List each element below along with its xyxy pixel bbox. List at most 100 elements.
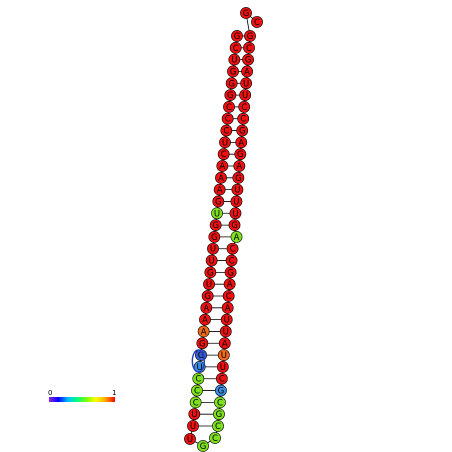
nucleotide-circle (244, 30, 256, 42)
scale-min-label: 0 (48, 389, 52, 397)
nucleotide-label: U (214, 209, 220, 219)
nucleotide: A (213, 183, 226, 196)
nucleotide-circle (218, 337, 231, 350)
nucleotide: G (231, 30, 243, 42)
nucleotide-circle (231, 30, 243, 42)
nucleotide-circle (251, 16, 263, 28)
nucleotide: C (225, 254, 238, 267)
nucleotide: G (224, 266, 237, 279)
nucleotide-label: G (245, 56, 252, 66)
nucleotide-circle (196, 337, 209, 350)
nucleotide-label: C (240, 115, 246, 125)
nucleotide-circle (233, 160, 246, 172)
nucleotide-circle (205, 254, 218, 267)
nucleotide: A (200, 301, 213, 314)
nucleotide-circle (224, 266, 237, 279)
nucleotide-circle (184, 433, 196, 445)
nucleotide: C (222, 290, 235, 302)
nucleotide-circle (234, 148, 247, 161)
nucleotide-label: U (210, 245, 216, 255)
nucleotide-label: U (191, 410, 197, 420)
nucleotide-label: U (190, 422, 196, 432)
nucleotide-label: G (212, 221, 219, 231)
nucleotide-label: U (232, 209, 238, 219)
nucleotide-circle (204, 266, 217, 279)
nucleotide: U (219, 325, 232, 337)
nucleotide: A (235, 136, 248, 148)
nucleotide: U (203, 278, 215, 291)
nucleotide-circle (209, 219, 222, 231)
nucleotides: GCUGGGCCCUCAAAGUGGUUGUGAAAGGUCCCUUUGCCGC… (184, 7, 263, 452)
nucleotide: C (221, 112, 234, 125)
nucleotide: G (208, 231, 221, 243)
nucleotide: G (228, 219, 241, 231)
nucleotide-circle (203, 278, 215, 291)
nucleotide-circle (232, 171, 245, 184)
nucleotide-label: G (234, 32, 241, 42)
nucleotide: G (242, 53, 254, 66)
nucleotide-circle (213, 183, 226, 196)
nucleotide-label: C (215, 422, 221, 432)
nucleotide: G (234, 148, 247, 161)
nucleotide-label: A (203, 304, 209, 314)
nucleotide-label: C (212, 434, 218, 444)
nucleotide-circle (223, 101, 235, 113)
nucleotide-label: C (233, 44, 239, 54)
nucleotide: G (197, 440, 209, 452)
nucleotide-circle (226, 242, 239, 255)
nucleotide-label: C (219, 375, 225, 385)
nucleotide-circle (209, 432, 221, 444)
nucleotide: G (204, 266, 217, 279)
nucleotide-label: U (221, 351, 227, 361)
nucleotide: A (199, 313, 211, 326)
nucleotide: U (228, 53, 241, 66)
nucleotide-label: G (200, 442, 207, 452)
nucleotide: U (231, 183, 244, 196)
nucleotide: C (215, 372, 228, 385)
nucleotide-label: U (242, 91, 248, 101)
nucleotide-circle (220, 313, 233, 326)
nucleotide: G (201, 290, 214, 302)
nucleotide-label: C (217, 398, 223, 408)
nucleotide-label: U (197, 363, 203, 373)
nucleotide: U (239, 89, 252, 101)
nucleotide-label: U (223, 327, 229, 337)
nucleotide: C (251, 16, 263, 28)
nucleotide-label: C (194, 387, 200, 397)
nucleotide: G (224, 89, 237, 101)
nucleotide-circle (228, 219, 241, 231)
nucleotide-circle (238, 101, 251, 113)
nucleotide-label: A (217, 186, 223, 196)
nucleotide-label: A (227, 280, 233, 290)
nucleotide-label: G (239, 127, 246, 137)
nucleotide-label: G (211, 233, 218, 243)
nucleotide-label: C (241, 103, 247, 113)
nucleotide: A (223, 278, 236, 290)
nucleotide-circle (229, 41, 242, 54)
nucleotide-circle (242, 53, 254, 66)
nucleotide: U (229, 207, 242, 219)
nucleotide: C (209, 432, 221, 444)
nucleotide-label: G (218, 387, 225, 397)
nucleotide: C (192, 372, 205, 385)
color-scale-legend: 0 1 (48, 389, 116, 402)
nucleotide-label: A (222, 339, 228, 349)
highlight-oval (191, 349, 206, 373)
nucleotide-label: U (224, 316, 230, 326)
nucleotide-circle (216, 361, 229, 373)
nucleotide-label: C (254, 18, 260, 28)
nucleotide-circle (191, 384, 203, 397)
nucleotide: A (233, 160, 246, 172)
nucleotide-circle (228, 53, 241, 66)
scale-max-label: 1 (112, 389, 116, 397)
nucleotide-circle (225, 77, 238, 90)
nucleotide-circle (227, 65, 239, 78)
nucleotide-circle (219, 136, 231, 149)
nucleotide: C (223, 101, 235, 113)
nucleotide-label: C (226, 292, 232, 302)
nucleotide-circle (187, 420, 199, 432)
nucleotide-circle (236, 124, 249, 137)
nucleotide-circle (216, 160, 229, 172)
nucleotide-circle (230, 231, 243, 243)
nucleotide-circle (188, 408, 201, 421)
